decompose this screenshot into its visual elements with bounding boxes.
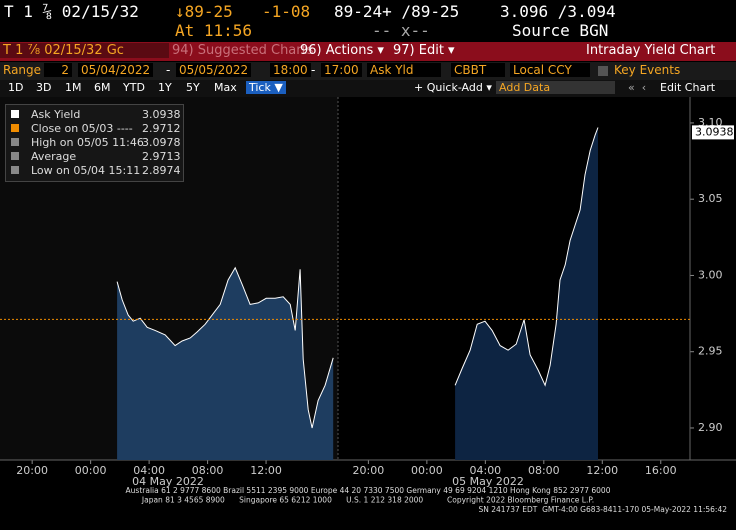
- day-label: 05 May 2022: [452, 475, 524, 488]
- time: At 11:56: [175, 21, 253, 40]
- y-tick-label: 2.90: [698, 421, 723, 434]
- key-events[interactable]: Key Events: [614, 63, 681, 77]
- period-button[interactable]: 1M: [65, 81, 82, 94]
- ticker: T 1 ⅞ 02/15/32: [4, 2, 139, 21]
- x-tick-label: 12:00: [250, 464, 282, 477]
- y-tick-label: 2.95: [698, 345, 723, 358]
- quick-add[interactable]: + Quick-Add ▾: [414, 81, 492, 94]
- x-tick-label: 08:00: [528, 464, 560, 477]
- period-button[interactable]: 1D: [8, 81, 24, 94]
- tick-button[interactable]: Tick ▼: [246, 81, 286, 94]
- legend-swatch: [11, 124, 19, 132]
- legend-value: 2.9713: [142, 150, 181, 163]
- legend-label: Ask Yield: [31, 108, 81, 121]
- checkbox[interactable]: [598, 66, 608, 76]
- last-value-box: [692, 125, 734, 140]
- legend-swatch: [11, 138, 19, 146]
- x-tick-label: 20:00: [353, 464, 385, 477]
- x-tick-label: 00:00: [75, 464, 107, 477]
- scroll[interactable]: « ‹: [628, 81, 654, 94]
- y-tick-label: 3.05: [698, 192, 723, 205]
- range-label: Range: [3, 63, 42, 77]
- legend-swatch: [11, 110, 19, 118]
- legend-value: 2.8974: [142, 164, 181, 177]
- footer-line: SN 241737 EDT GMT-4:00 G683-8411-170 05-…: [478, 505, 727, 514]
- period-button[interactable]: 5Y: [186, 81, 200, 94]
- legend-box: [5, 104, 184, 182]
- pricing[interactable]: CBBT: [451, 63, 505, 77]
- security[interactable]: T 1 ⅞ 02/15/32 Gc: [0, 43, 169, 58]
- dash: -: [166, 63, 171, 77]
- end-time[interactable]: 17:00: [321, 63, 362, 77]
- yields: 3.096 /3.094: [500, 2, 616, 21]
- legend-swatch: [11, 166, 19, 174]
- start-time[interactable]: 18:00: [270, 63, 311, 77]
- x-tick-label: 04:00: [133, 464, 165, 477]
- area: [117, 267, 334, 460]
- net-change: -1-08: [262, 2, 311, 21]
- legend-value: 3.0938: [142, 108, 181, 121]
- currency[interactable]: Local CCY: [510, 63, 590, 77]
- page-title: Intraday Yield Chart: [586, 43, 716, 58]
- last-value-label: 3.0938: [695, 125, 734, 138]
- legend-label: Low on 05/04 15:11: [31, 164, 141, 177]
- legend-swatch: [11, 152, 19, 160]
- volume: -- x--: [372, 21, 430, 40]
- period-button[interactable]: YTD: [123, 81, 145, 94]
- dash: -: [311, 63, 316, 77]
- area: [455, 127, 598, 460]
- edit-menu[interactable]: 97) Edit ▾: [393, 43, 455, 58]
- x-tick-label: 04:00: [469, 464, 501, 477]
- suggested-charts[interactable]: 94) Suggested Charts: [172, 43, 314, 58]
- field[interactable]: Ask Yld: [367, 63, 441, 77]
- day-label: 04 May 2022: [132, 475, 204, 488]
- last-change: ↓89-25: [175, 2, 233, 21]
- x-tick-label: 00:00: [411, 464, 443, 477]
- bid-ask: 89-24+ /89-25: [334, 2, 460, 21]
- add-data[interactable]: Add Data: [496, 81, 615, 94]
- line: [116, 266, 334, 429]
- period-button[interactable]: 6M: [94, 81, 111, 94]
- end-date[interactable]: 05/05/2022: [176, 63, 252, 77]
- footer-line: Australia 61 2 9777 8600 Brazil 5511 239…: [126, 486, 611, 495]
- menu-bar: [0, 42, 736, 61]
- edit-chart[interactable]: Edit Chart: [660, 81, 716, 94]
- period-button[interactable]: 3D: [36, 81, 52, 94]
- footer-line: Japan 81 3 4565 8900 Singapore 65 6212 1…: [141, 496, 594, 505]
- actions-menu[interactable]: 96) Actions ▾: [300, 43, 384, 58]
- line: [454, 127, 599, 387]
- legend-label: High on 05/05 11:46: [31, 136, 144, 149]
- x-tick-label: 16:00: [645, 464, 677, 477]
- source: Source BGN: [512, 21, 609, 40]
- period[interactable]: 2: [44, 63, 72, 77]
- y-tick-label: 3.00: [698, 268, 723, 281]
- x-tick-label: 12:00: [586, 464, 618, 477]
- x-tick-label: 08:00: [192, 464, 224, 477]
- legend-value: 2.9712: [142, 122, 181, 135]
- x-tick-label: 20:00: [16, 464, 48, 477]
- period-button[interactable]: Max: [214, 81, 237, 94]
- start-date[interactable]: 05/04/2022: [78, 63, 154, 77]
- legend-label: Average: [31, 150, 77, 163]
- legend-value: 3.0978: [142, 136, 181, 149]
- legend-label: Close on 05/03 ----: [31, 122, 133, 135]
- period-button[interactable]: 1Y: [158, 81, 172, 94]
